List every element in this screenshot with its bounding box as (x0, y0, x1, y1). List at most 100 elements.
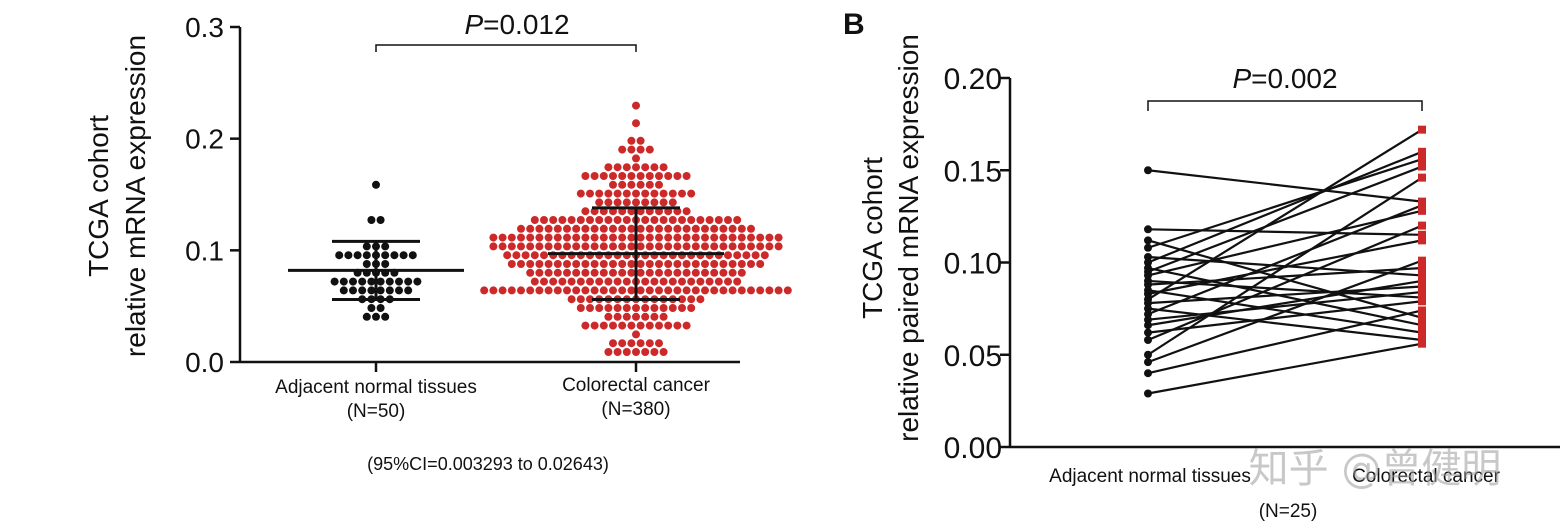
cancer-dot (581, 233, 590, 242)
normal-point (1144, 335, 1152, 344)
cancer-dot (535, 242, 544, 251)
cancer-dot (604, 304, 613, 312)
cancer-dot (563, 260, 571, 268)
cancer-dot (650, 277, 659, 286)
cancer-point (1418, 297, 1426, 306)
cancer-dot (636, 260, 645, 268)
cancer-dot (581, 172, 590, 180)
cancer-dot (760, 251, 769, 260)
pair-line (1147, 150, 1423, 264)
cancer-dot (604, 277, 613, 286)
cancer-dot (668, 216, 677, 224)
normal-dot (413, 277, 422, 286)
cancer-dot (549, 216, 558, 224)
normal-point (1144, 315, 1152, 324)
cancer-dot (641, 312, 650, 321)
normal-point (1144, 258, 1152, 267)
cancer-dot (682, 172, 691, 180)
cancer-dot (636, 268, 645, 277)
cancer-dot (650, 348, 659, 356)
cancer-dot (540, 251, 548, 260)
cancer-dot (618, 224, 627, 233)
normal-dot (330, 277, 339, 286)
cancer-dot (742, 251, 751, 260)
cancer-dot (714, 277, 723, 286)
cancer-dot (673, 233, 682, 242)
cancer-point (1418, 321, 1426, 330)
cancer-dot (572, 268, 581, 277)
cancer-dot (664, 233, 673, 242)
cancer-dot (563, 286, 571, 295)
cancer-dot (664, 172, 673, 180)
cancer-dot (719, 233, 728, 242)
cancer-dot (650, 163, 659, 172)
cancer-dot (737, 224, 746, 233)
cancer-dot (632, 101, 640, 110)
pair-line (1147, 176, 1423, 356)
normal-dot (349, 277, 357, 286)
cancer-dot (590, 172, 599, 180)
cancer-dot (618, 268, 627, 277)
normal-dot (358, 277, 367, 286)
cancer-point (1418, 201, 1426, 210)
cancer-dot (701, 260, 709, 268)
cancer-dot (696, 295, 705, 304)
cancer-point (1418, 125, 1426, 134)
cancer-dot (659, 189, 668, 198)
normal-dot (362, 312, 371, 321)
pair-line (1147, 259, 1423, 364)
cancer-dot (659, 163, 668, 172)
cancer-dot (641, 189, 650, 198)
cancer-dot (733, 251, 742, 260)
cancer-dot (737, 268, 746, 277)
panel-a-significance-bracket (375, 44, 637, 52)
cancer-dot (737, 233, 746, 242)
cancer-dot (618, 233, 627, 242)
cancer-dot (622, 348, 631, 356)
cancer-dot (673, 224, 682, 233)
cancer-dot (682, 207, 691, 216)
cancer-dot (576, 189, 585, 198)
pair-line (1147, 165, 1423, 273)
cancer-dot (627, 145, 636, 154)
cancer-dot (650, 304, 659, 312)
cancer-dot (691, 224, 700, 233)
cancer-dot (636, 180, 645, 189)
cancer-dot (696, 277, 705, 286)
cancer-dot (678, 189, 686, 198)
panel-a-n-normal: (N=50) (347, 401, 406, 422)
cancer-dot (595, 277, 604, 286)
cancer-dot (581, 207, 590, 216)
cancer-dot (691, 233, 700, 242)
cancer-dot (645, 321, 654, 330)
normal-point (1144, 321, 1152, 330)
cancer-dot (590, 242, 599, 251)
cancer-dot (627, 242, 636, 251)
cancer-dot (604, 189, 613, 198)
cancer-dot (517, 286, 525, 295)
normal-point (1144, 304, 1152, 313)
cancer-dot (622, 198, 631, 207)
cancer-dot (540, 277, 548, 286)
normal-dot (362, 251, 371, 260)
cancer-dot (636, 233, 645, 242)
cancer-point (1418, 221, 1426, 230)
cancer-dot (710, 233, 719, 242)
pair-line (1147, 128, 1423, 301)
panel-a-dots (330, 101, 792, 356)
panel-b-pair-lines (1144, 125, 1426, 398)
cancer-dot (609, 260, 617, 268)
cancer-dot (724, 216, 732, 224)
cancer-dot (553, 224, 562, 233)
cancer-dot (567, 216, 576, 224)
pair-line (1147, 279, 1423, 327)
cancer-dot (618, 172, 627, 180)
cancer-dot (655, 286, 663, 295)
cancer-dot (664, 242, 673, 251)
cancer-dot (530, 251, 539, 260)
cancer-dot (645, 339, 654, 348)
cancer-dot (581, 321, 590, 330)
cancer-dot (544, 286, 553, 295)
cancer-dot (645, 172, 654, 180)
cancer-dot (655, 233, 663, 242)
